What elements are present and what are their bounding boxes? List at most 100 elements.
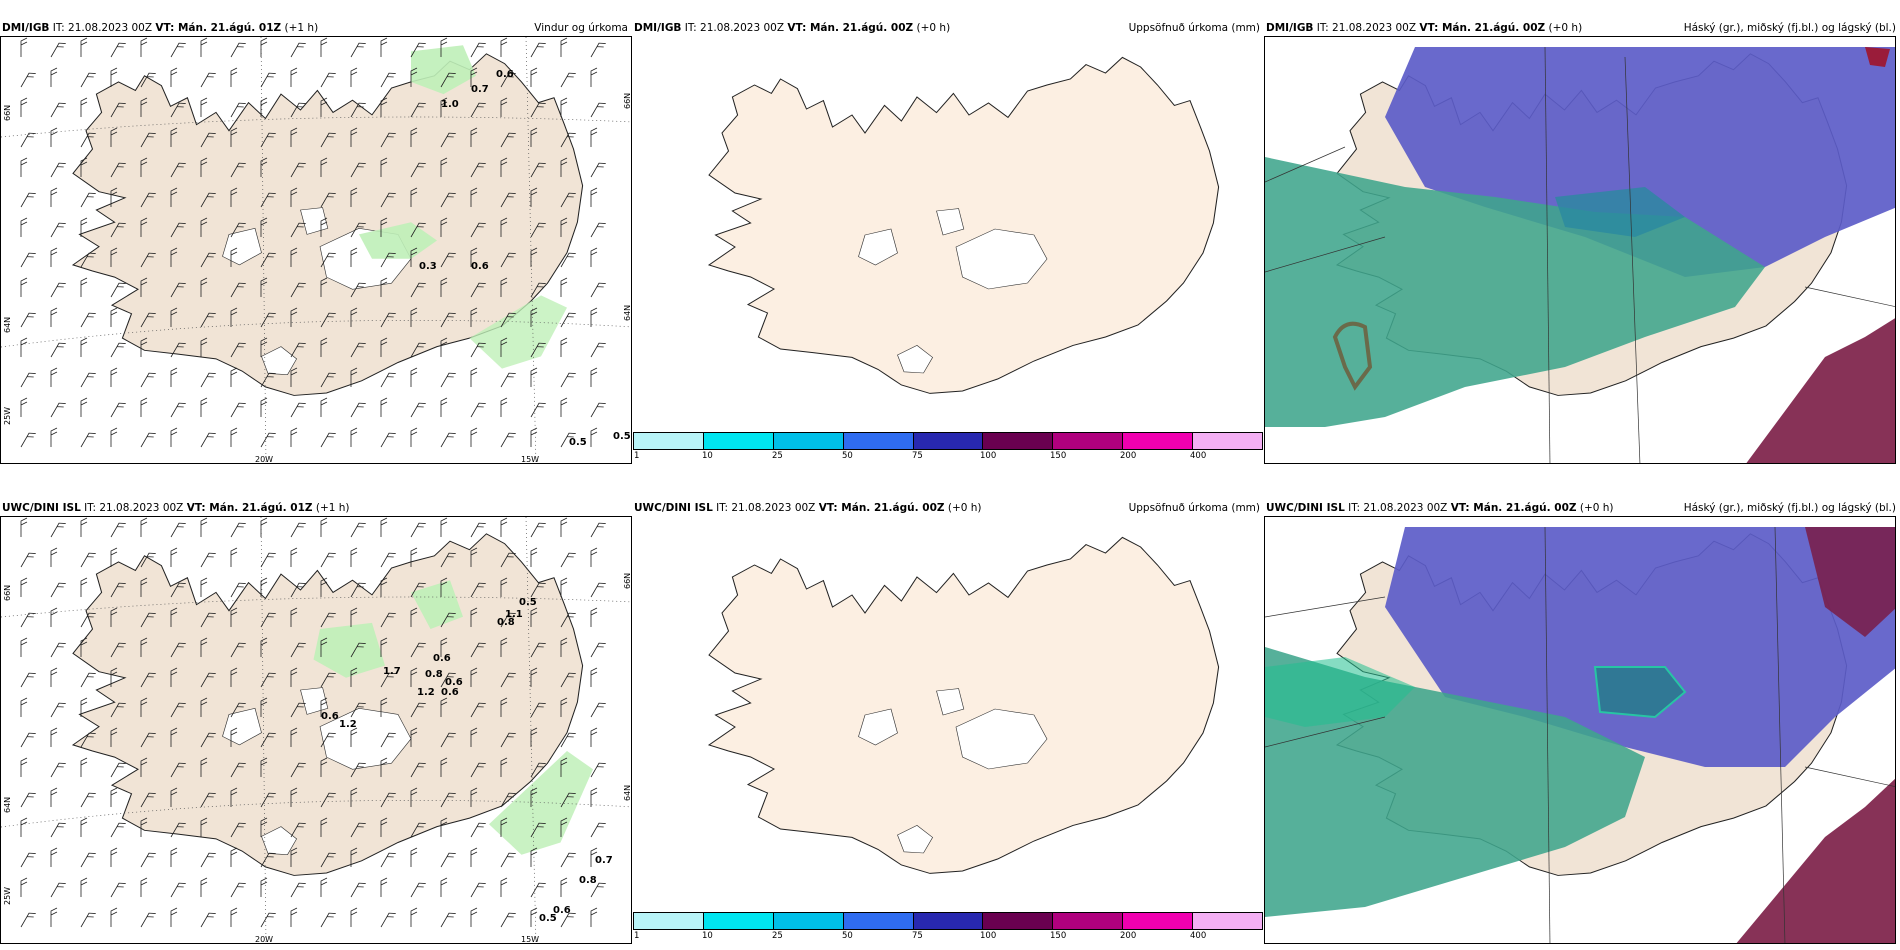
- map-frame: [632, 516, 1264, 912]
- wind-barb: [500, 517, 508, 537]
- wind-barb: [260, 637, 268, 657]
- wind-barb: [350, 907, 358, 927]
- wind-barb: [350, 222, 366, 238]
- wind-barb: [290, 702, 306, 718]
- wind-barb: [590, 762, 606, 778]
- wind-barb: [320, 732, 336, 748]
- wind-barb: [500, 192, 516, 208]
- wind-barb: [530, 727, 538, 747]
- wind-barb: [290, 127, 298, 147]
- wind-barb: [500, 577, 508, 597]
- colorbar-tick: 100: [980, 451, 997, 461]
- colorbar-cell: [1193, 913, 1263, 929]
- wind-barb: [20, 192, 36, 208]
- wind-barb: [200, 612, 216, 628]
- colorbar-tick: 400: [1190, 931, 1207, 941]
- valid-time: VT: Mán. 21.ágú. 01Z: [155, 22, 282, 34]
- wind-barb: [20, 792, 36, 808]
- wind-barb: [350, 42, 366, 58]
- wind-barb: [560, 192, 576, 208]
- wind-barb: [20, 277, 28, 297]
- wind-barb: [590, 367, 598, 387]
- wind-barb: [20, 637, 28, 657]
- wind-barb: [320, 612, 336, 628]
- valid-time: VT: Mán. 21.ágú. 00Z: [1419, 22, 1546, 34]
- wind-barb: [200, 912, 216, 928]
- lon-label: 20W: [255, 935, 274, 944]
- wind-barb: [410, 907, 418, 927]
- wind-barb: [20, 157, 28, 177]
- colorbar-tick: 10: [702, 931, 713, 941]
- wind-barb: [530, 282, 546, 298]
- low-cloud-area: [1555, 187, 1685, 237]
- wind-barb: [320, 517, 328, 537]
- wind-barb: [320, 697, 328, 717]
- wind-barb: [260, 577, 268, 597]
- wind-barb: [530, 762, 546, 778]
- wind-barb: [380, 192, 396, 208]
- wind-barb: [470, 342, 486, 358]
- wind-barb: [410, 402, 426, 418]
- wind-barb: [260, 37, 268, 57]
- wind-barb: [560, 757, 568, 777]
- wind-barb: [380, 757, 388, 777]
- wind-barb: [140, 697, 148, 717]
- panel-title: Vindur og úrkoma: [534, 22, 628, 34]
- wind-barb: [20, 72, 36, 88]
- valid-time: VT: Mán. 21.ágú. 00Z: [787, 22, 914, 34]
- wind-barb: [560, 37, 568, 57]
- wind-barb: [410, 282, 426, 298]
- wind-barb: [110, 402, 126, 418]
- wind-barb: [170, 762, 186, 778]
- wind-barb: [200, 757, 208, 777]
- wind-barb: [140, 217, 148, 237]
- wind-barb: [140, 312, 156, 328]
- colorbar-cell: [913, 433, 984, 449]
- wind-barb: [80, 132, 96, 148]
- wind-barb: [320, 372, 336, 388]
- cloud-cover-map: [1265, 526, 1895, 943]
- precip-colorbar: [633, 912, 1263, 930]
- wind-barb: [290, 367, 298, 387]
- wind-barb: [380, 397, 388, 417]
- wind-barb: [290, 247, 298, 267]
- wind-barb: [200, 697, 208, 717]
- precip-label: 1.2: [339, 719, 357, 730]
- wind-barb: [350, 102, 366, 118]
- wind-barb: [140, 877, 148, 897]
- lat-label: 64N: [3, 316, 12, 333]
- lat-label: 66N: [3, 104, 12, 121]
- colorbar-tick: 50: [842, 451, 853, 461]
- wind-barb: [80, 97, 88, 117]
- precip-label: 1.2: [417, 687, 435, 698]
- wind-barb: [140, 637, 148, 657]
- wind-barb: [200, 192, 216, 208]
- wind-barb: [200, 877, 208, 897]
- wind-barb: [350, 367, 358, 387]
- colorbar-cell: [703, 913, 774, 929]
- wind-barb: [590, 247, 598, 267]
- wind-barb: [20, 757, 28, 777]
- wind-barb: [290, 222, 306, 238]
- wind-barb: [560, 397, 568, 417]
- wind-barb: [470, 727, 478, 747]
- wind-barb: [20, 577, 28, 597]
- wind-barb: [80, 732, 96, 748]
- map-frame: 0.5 1.1 0.8 1.7 0.6 0.8 0.6 1.2 0.6 0.6 …: [0, 516, 632, 944]
- wind-barb: [320, 792, 336, 808]
- wind-barb: [230, 102, 246, 118]
- colorbar-tick: 150: [1050, 931, 1067, 941]
- wind-barb: [80, 672, 96, 688]
- wind-barb: [440, 97, 448, 117]
- lead-time: (+0 h): [947, 502, 982, 514]
- wind-barb: [20, 252, 36, 268]
- wind-barb: [80, 277, 88, 297]
- wind-barb: [350, 67, 358, 87]
- wind-barb: [110, 667, 118, 687]
- wind-barb: [20, 612, 36, 628]
- wind-barb: [110, 307, 118, 327]
- wind-barb: [110, 102, 126, 118]
- wind-barb: [380, 852, 396, 868]
- lat-label: 66N: [623, 572, 632, 589]
- wind-barb: [590, 402, 606, 418]
